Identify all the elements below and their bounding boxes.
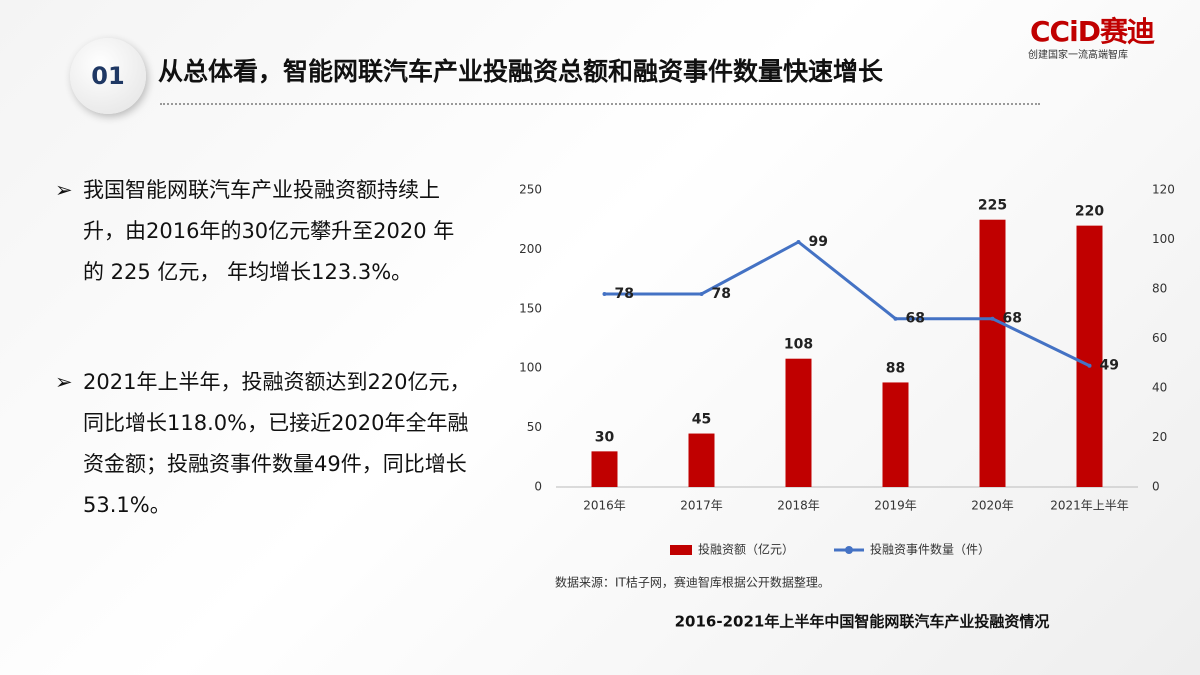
line-point xyxy=(1087,363,1092,368)
data-label: 68 xyxy=(906,311,925,327)
bar xyxy=(591,451,618,487)
slide-title: 从总体看，智能网联汽车产业投融资总额和融资事件数量快速增长 xyxy=(158,57,884,86)
y2-tick-label: 80 xyxy=(1152,282,1167,296)
data-label: 45 xyxy=(692,412,711,428)
line-point xyxy=(990,316,995,321)
section-number: 01 xyxy=(70,38,146,114)
y-tick-label: 250 xyxy=(519,183,542,197)
y-tick-label: 50 xyxy=(527,420,542,434)
x-tick-label: 2021年上半年 xyxy=(1050,499,1129,513)
x-tick-label: 2017年 xyxy=(680,499,723,513)
logo-slogan: 创建国家一流高端智库 xyxy=(1028,50,1128,61)
legend-label: 投融资额（亿元） xyxy=(698,542,794,557)
y2-tick-label: 0 xyxy=(1152,480,1160,494)
data-label: 30 xyxy=(595,429,615,445)
logo: CCiD赛迪 xyxy=(1030,15,1155,48)
data-label: 88 xyxy=(886,360,905,376)
y2-tick-label: 100 xyxy=(1152,232,1175,246)
source-note: 数据来源：IT桔子网，赛迪智库根据公开数据整理。 xyxy=(555,575,830,590)
y2-tick-label: 120 xyxy=(1152,183,1175,197)
line-point xyxy=(602,291,607,296)
data-label: 108 xyxy=(784,337,813,353)
legend-swatch xyxy=(845,546,853,554)
data-label: 78 xyxy=(712,286,731,302)
y2-tick-label: 40 xyxy=(1152,381,1167,395)
y2-tick-label: 60 xyxy=(1152,331,1167,345)
bar xyxy=(688,433,715,487)
y-tick-label: 150 xyxy=(519,301,542,315)
y-tick-label: 200 xyxy=(519,242,542,256)
line xyxy=(604,240,1091,368)
bar xyxy=(882,382,909,487)
x-tick-label: 2020年 xyxy=(971,499,1014,513)
line-point xyxy=(699,291,704,296)
x-tick-label: 2019年 xyxy=(874,499,917,513)
bar xyxy=(979,219,1006,487)
data-label: 99 xyxy=(809,234,828,250)
bullet: ➢ 我国智能网联汽车产业投融资额持续上升，由2016年的30亿元攀升至2020 年… xyxy=(55,170,475,293)
x-tick-label: 2016年 xyxy=(583,499,626,513)
bullet-text: 我国智能网联汽车产业投融资额持续上升，由2016年的30亿元攀升至2020 年的… xyxy=(83,178,455,284)
legend-label: 投融资事件数量（件） xyxy=(870,542,990,557)
y2-tick-label: 20 xyxy=(1152,430,1167,444)
y-tick-label: 0 xyxy=(534,480,542,494)
bullet-text: 2021年上半年，投融资额达到220亿元，同比增长118.0%，已接近2020年… xyxy=(83,370,471,517)
data-label: 49 xyxy=(1100,358,1119,374)
data-label: 220 xyxy=(1075,204,1104,220)
x-tick-label: 2018年 xyxy=(777,499,820,513)
chart-title: 2016-2021年上半年中国智能网联汽车产业投融资情况 xyxy=(675,613,1050,631)
data-label: 68 xyxy=(1003,311,1022,327)
bar xyxy=(1076,225,1103,487)
title-rule xyxy=(160,103,1040,105)
data-label: 78 xyxy=(615,286,634,302)
y-tick-label: 100 xyxy=(519,361,542,375)
bar xyxy=(785,358,812,487)
line-point xyxy=(796,239,801,244)
line-point xyxy=(893,316,898,321)
data-label: 225 xyxy=(978,198,1007,214)
bullet: ➢ 2021年上半年，投融资额达到220亿元，同比增长118.0%，已接近2020… xyxy=(55,362,475,526)
legend-swatch xyxy=(670,545,692,555)
